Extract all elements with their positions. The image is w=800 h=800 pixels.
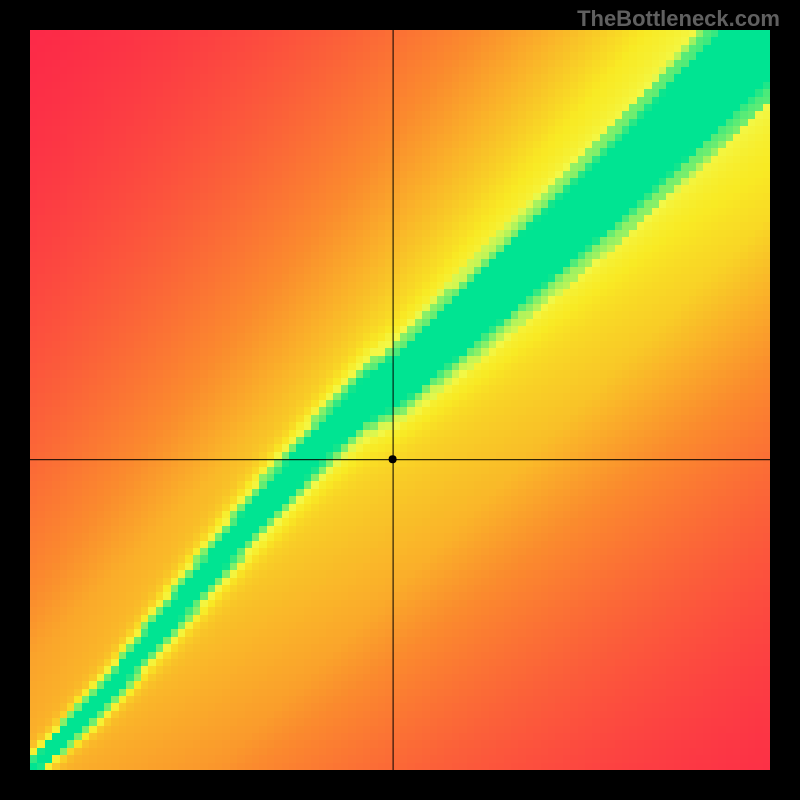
chart-container: { "watermark": { "text": "TheBottleneck.… <box>0 0 800 800</box>
bottleneck-heatmap <box>0 0 800 800</box>
watermark-text: TheBottleneck.com <box>577 6 780 32</box>
